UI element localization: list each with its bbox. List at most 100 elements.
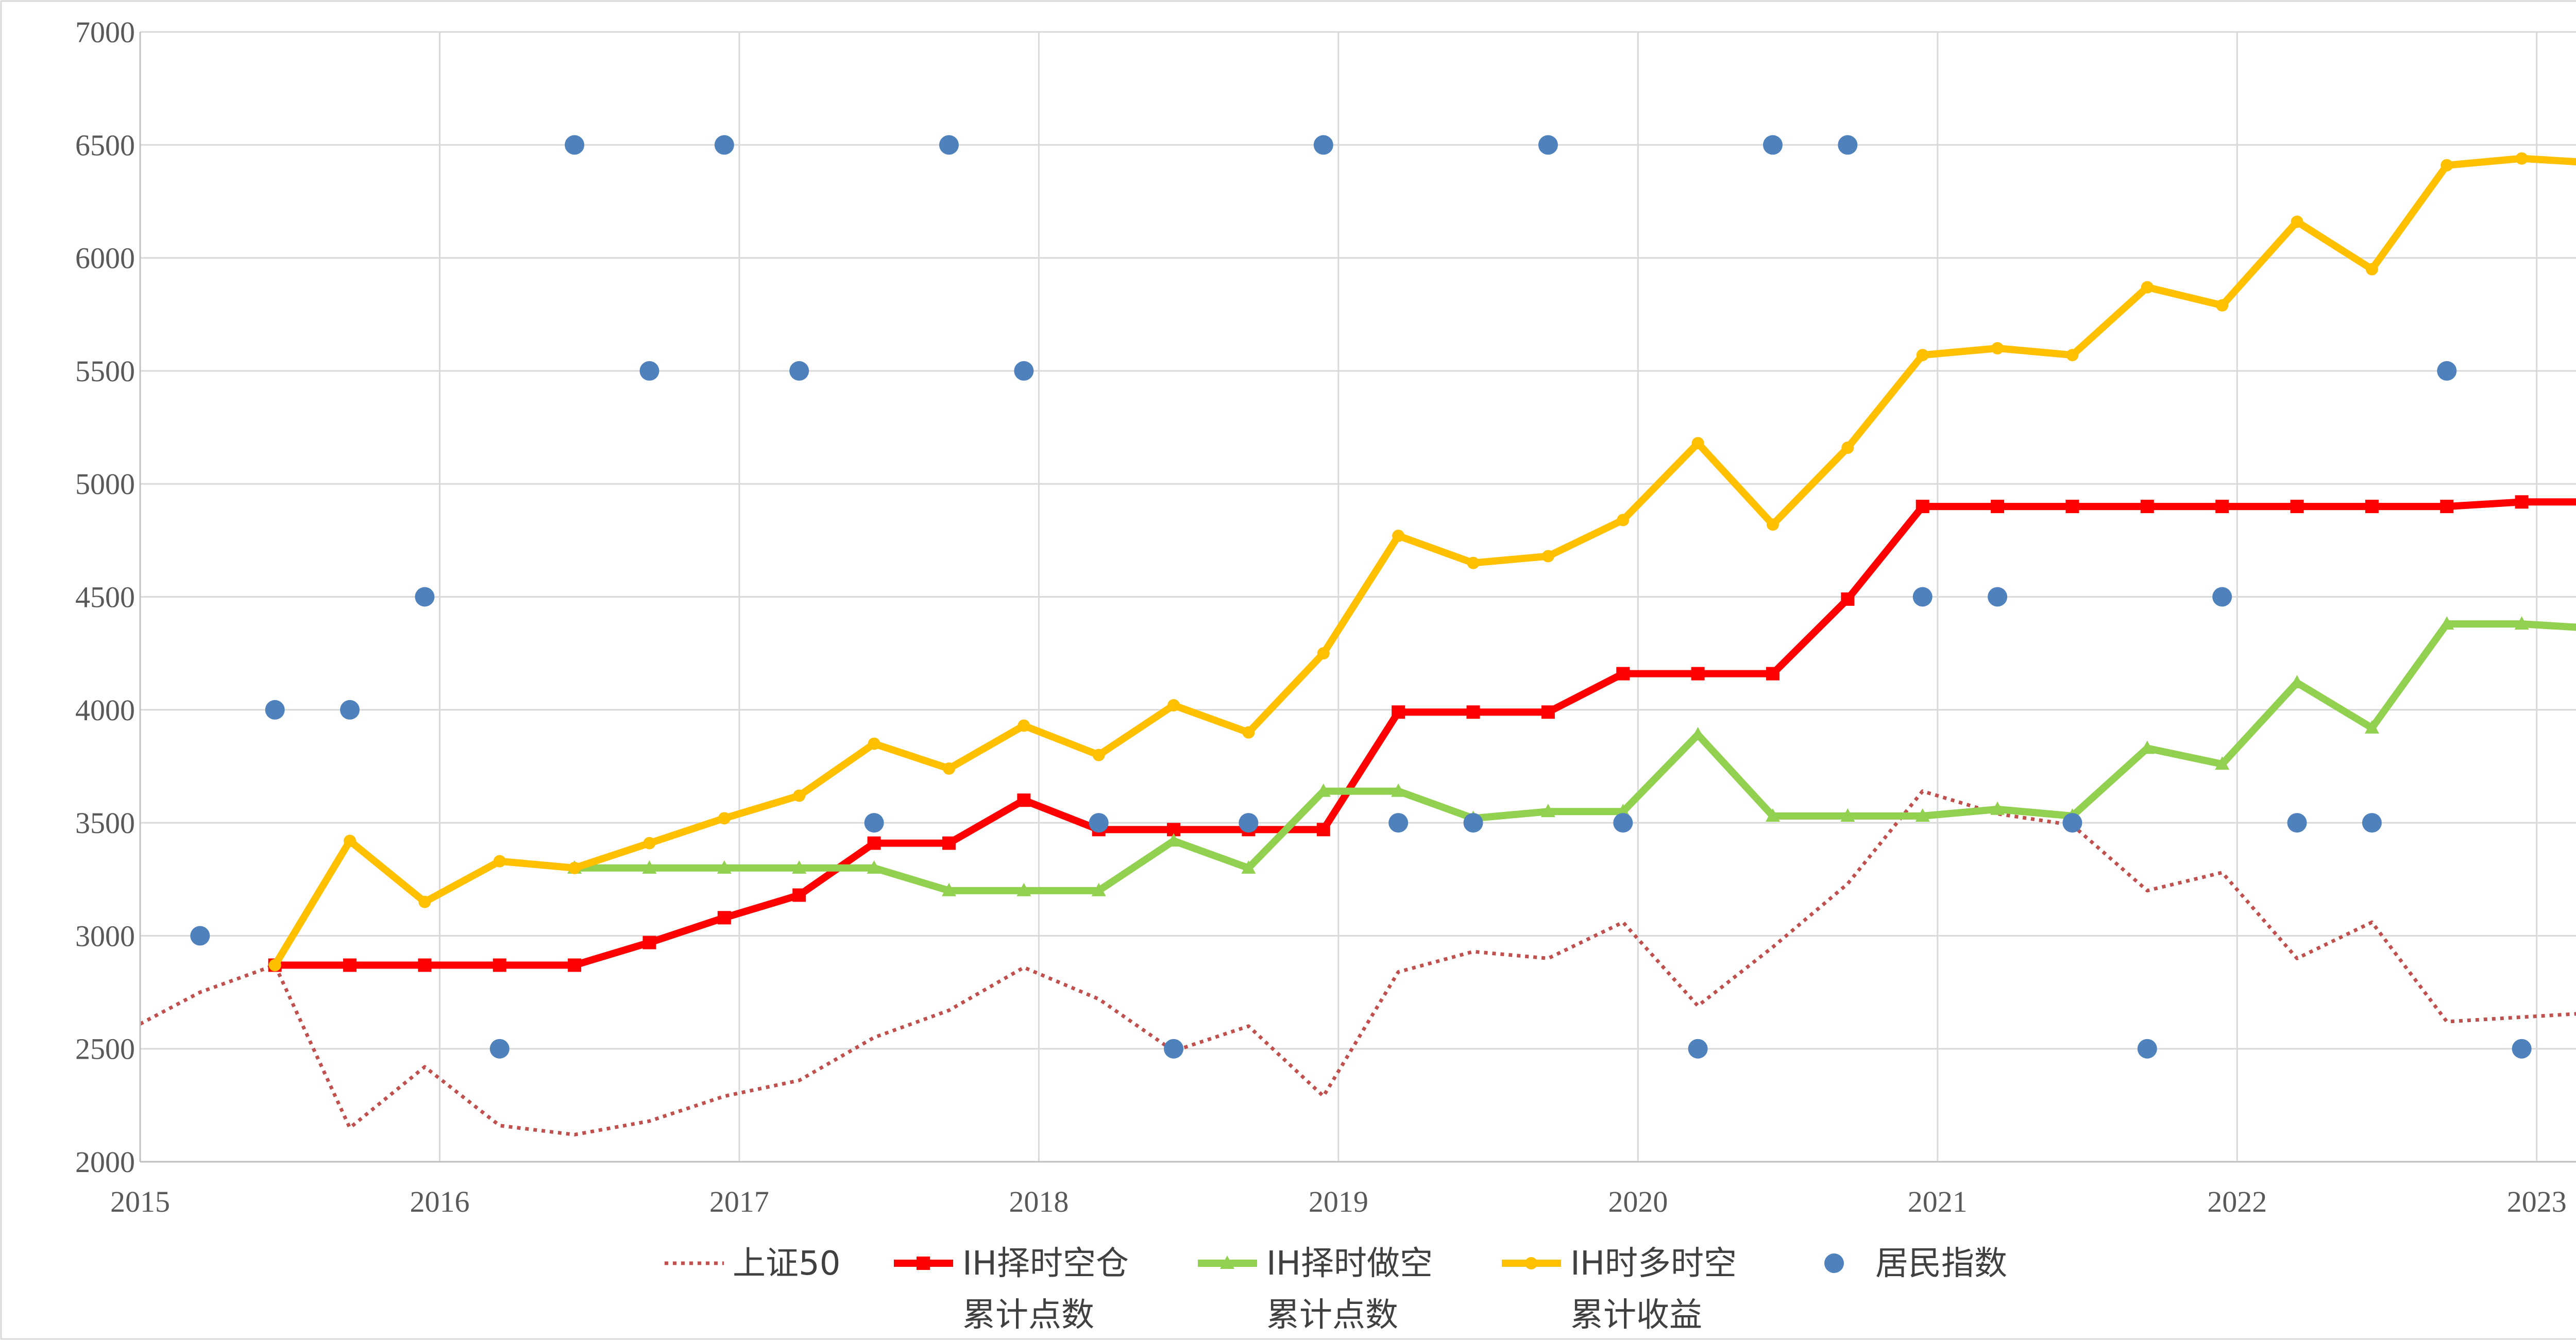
series-marker — [2514, 616, 2529, 630]
x-tick-label: 2016 — [410, 1185, 469, 1218]
series-marker — [2216, 299, 2229, 312]
series-marker — [1092, 749, 1105, 761]
series-marker — [868, 737, 880, 750]
scatter-point — [789, 361, 809, 381]
scatter-point — [2212, 587, 2232, 607]
legend-label: IH择时做空 — [1266, 1245, 1433, 1283]
series-marker — [1691, 667, 1705, 681]
series-marker — [2140, 500, 2154, 514]
scatter-point — [1463, 813, 1483, 833]
series-marker — [1915, 808, 1930, 822]
series-marker — [642, 860, 657, 874]
series-marker — [793, 789, 806, 802]
series-marker — [867, 836, 881, 850]
series-marker — [268, 959, 281, 972]
series-marker — [942, 762, 955, 775]
legend-label: 上证50 — [733, 1245, 840, 1283]
series-marker — [1691, 437, 1704, 450]
y-left-tick-label: 3500 — [75, 806, 135, 840]
scatter-point — [1838, 135, 1858, 155]
series-layer — [139, 135, 2576, 1137]
series-marker — [717, 860, 732, 874]
series-marker — [1467, 556, 1480, 569]
y-left-tick-label: 4500 — [75, 581, 135, 614]
legend-marker — [917, 1257, 930, 1270]
scatter-point — [265, 700, 285, 720]
scatter-point — [565, 135, 585, 155]
series-marker — [1541, 705, 1555, 719]
axes: 2000 2500 3000 3500 4000 4500 5000 5500 6000 6500… — [75, 15, 2576, 1218]
scatter-point — [1388, 813, 1409, 833]
series-marker — [1766, 518, 1779, 531]
series-marker — [867, 860, 882, 874]
series-marker — [1840, 808, 1855, 822]
legend-swatch — [1824, 1253, 1844, 1273]
scatter-point — [864, 813, 884, 833]
series-marker — [1991, 342, 2004, 355]
scatter-point — [2362, 813, 2382, 833]
scatter-point — [2287, 813, 2307, 833]
series-marker — [2291, 215, 2303, 228]
series-marker — [1392, 705, 1405, 719]
series-marker — [1617, 514, 1630, 527]
legend-label: IH时多时空 — [1570, 1245, 1737, 1283]
series-marker — [568, 861, 581, 874]
scatter-point — [1912, 587, 1933, 607]
series-marker — [2065, 500, 2079, 514]
series-marker — [568, 958, 582, 972]
y-left-tick-label: 5000 — [75, 467, 135, 501]
series-marker — [2141, 281, 2154, 294]
legend-label-line2: 累计点数 — [1266, 1296, 1398, 1334]
series-line — [275, 498, 2576, 969]
scatter-point — [1089, 813, 1109, 833]
series-marker — [418, 958, 432, 972]
scatter-point — [2137, 1039, 2157, 1059]
series-marker — [1167, 699, 1180, 712]
series-marker — [718, 812, 731, 825]
series-line — [272, 155, 2576, 968]
scatter-point — [714, 135, 734, 155]
scatter-point — [1688, 1039, 1708, 1059]
series-marker — [1540, 804, 1555, 818]
x-tick-label: 2019 — [1309, 1185, 1368, 1218]
series-marker — [1841, 592, 1855, 606]
series-marker — [1990, 801, 2005, 815]
y-left-tick-label: 6500 — [75, 128, 135, 162]
series-marker — [493, 958, 506, 972]
series-marker — [2440, 500, 2454, 514]
series-marker — [1316, 783, 1331, 797]
series-marker — [493, 855, 506, 868]
series-marker — [1317, 647, 1330, 660]
series-marker — [1991, 500, 2005, 514]
scatter-point — [939, 135, 959, 155]
series-marker — [1091, 883, 1106, 896]
y-left-tick-label: 6000 — [75, 242, 135, 275]
series-4 — [190, 135, 2532, 1059]
series-marker — [1916, 349, 1929, 362]
scatter-point — [1313, 135, 1333, 155]
series-marker — [343, 958, 357, 972]
series-marker — [1690, 727, 1705, 741]
series-marker — [1316, 823, 1330, 837]
x-tick-label: 2021 — [1908, 1185, 1968, 1218]
scatter-point — [1164, 1039, 1184, 1059]
legend-label-line2: 累计收益 — [1570, 1296, 1702, 1334]
legend-label: 居民指数 — [1875, 1245, 2007, 1283]
series-marker — [1391, 783, 1406, 797]
series-3 — [268, 152, 2576, 972]
x-tick-label: 2018 — [1009, 1185, 1069, 1218]
legend-label: IH择时空仓 — [962, 1245, 1129, 1283]
scatter-point — [639, 361, 659, 381]
series-marker — [1616, 667, 1630, 681]
series-marker — [2290, 500, 2304, 514]
series-marker — [942, 836, 956, 850]
series-line — [574, 620, 2576, 894]
series-marker — [1017, 793, 1031, 807]
series-marker — [2215, 500, 2229, 514]
